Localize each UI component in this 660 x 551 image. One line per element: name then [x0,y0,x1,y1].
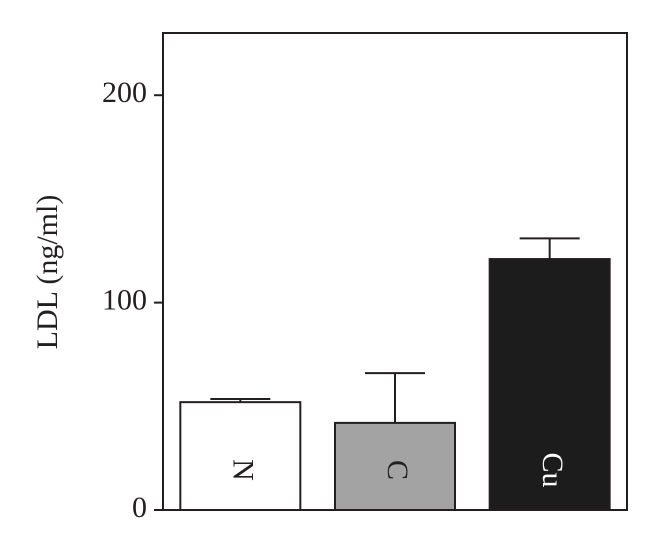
bar-label: C [381,460,414,480]
y-tick-label: 100 [102,283,147,316]
bar [179,401,302,511]
bar-label: Cu [536,452,569,487]
y-axis-label: LDL (ng/ml) [31,195,64,350]
plot-frame [162,32,628,511]
y-tick-label: 0 [132,491,147,524]
bar-label: N [226,459,259,481]
y-tick-label: 200 [102,76,147,109]
